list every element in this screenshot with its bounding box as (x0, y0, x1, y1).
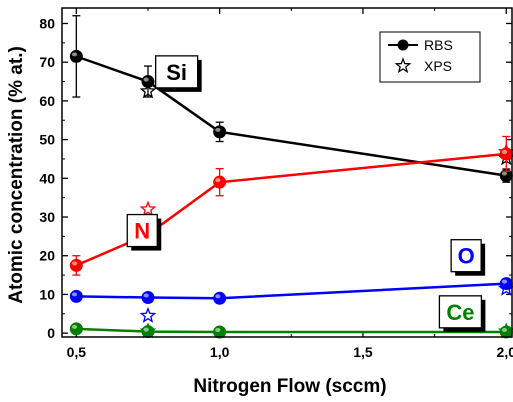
legend: RBS XPS (379, 31, 481, 83)
series-line-o (76, 282, 507, 300)
annotation-label: Si (166, 60, 187, 85)
rbs-point-o (69, 289, 83, 303)
rbs-point-ce (213, 325, 227, 339)
x-tick-label: 0,5 (67, 344, 87, 360)
x-axis-title: Nitrogen Flow (sccm) (193, 376, 386, 397)
legend-rbs-label: RBS (424, 37, 453, 53)
rbs-point-highlight (143, 327, 149, 332)
legend-rbs-marker (397, 39, 409, 51)
annotation-box (154, 55, 199, 89)
plot-frame (61, 7, 513, 338)
rbs-point-o (213, 291, 227, 305)
annotation-box (450, 239, 482, 273)
y-tick-label: 50 (39, 132, 55, 148)
xps-point-si (139, 82, 157, 99)
series-o (69, 277, 513, 323)
y-tick-labels: 0 10 20 30 40 50 60 70 80 (39, 15, 55, 341)
annotation-o: O (450, 239, 486, 276)
legend-box (379, 31, 481, 83)
xps-point-n (139, 200, 157, 217)
rbs-point-si (213, 125, 227, 139)
rbs-point-si (141, 75, 155, 89)
rbs-point-si (69, 49, 83, 63)
annotation-layer: Si N O Ce (126, 55, 486, 332)
series-line-ce (76, 327, 507, 334)
y-axis-title: Atomic concentration (% at.) (6, 46, 27, 304)
annotation-box (126, 213, 158, 248)
rbs-point-highlight (71, 261, 78, 266)
rbs-point-highlight (501, 279, 508, 284)
x-tick-labels: 0,5 1,0 1,5 2,0 (67, 344, 513, 360)
series-ce (69, 322, 513, 339)
legend-xps-marker (394, 57, 412, 74)
legend-xps-label: XPS (424, 58, 452, 74)
rbs-point-highlight (501, 149, 508, 154)
series-line-si (75, 55, 507, 177)
rbs-point-highlight (71, 52, 78, 57)
annotation-ce: Ce (438, 295, 486, 332)
y-tick-label: 0 (47, 325, 55, 341)
rbs-point-o (141, 291, 155, 305)
rbs-point-highlight (143, 77, 149, 82)
y-tick-label: 10 (39, 286, 55, 302)
annotation-label: N (134, 219, 150, 244)
rbs-point-highlight (501, 171, 508, 176)
series-layer (69, 15, 513, 339)
rbs-point-highlight (71, 292, 78, 297)
annotation-label: Ce (446, 300, 474, 325)
annotation-label: O (458, 244, 475, 269)
x-tick-label: 1,0 (210, 344, 230, 360)
rbs-point-o (499, 277, 513, 291)
rbs-point-highlight (215, 327, 221, 332)
rbs-point-highlight (215, 178, 221, 183)
rbs-point-highlight (215, 294, 221, 299)
x-tick-label: 1,5 (353, 344, 373, 360)
rbs-point-ce (499, 325, 513, 339)
rbs-point-highlight (143, 293, 149, 298)
annotation-n: N (126, 213, 162, 251)
series-si (69, 15, 513, 183)
x-tick-label: 2,0 (497, 344, 513, 360)
y-tick-label: 60 (39, 93, 55, 109)
rbs-point-n (499, 147, 513, 161)
rbs-point-n (69, 258, 83, 272)
y-tick-label: 80 (39, 15, 55, 31)
rbs-point-ce (69, 322, 83, 336)
y-tick-label: 40 (39, 170, 55, 186)
xps-point-o (139, 306, 157, 323)
series-line-n (75, 152, 507, 267)
y-tick-label: 30 (39, 209, 55, 225)
annotation-box (438, 295, 483, 329)
y-tick-label: 20 (39, 248, 55, 264)
rbs-point-highlight (71, 324, 78, 329)
rbs-point-highlight (215, 127, 221, 132)
series-n (69, 135, 513, 276)
rbs-point-n (213, 175, 227, 189)
y-tick-label: 70 (39, 54, 55, 70)
rbs-point-ce (141, 325, 155, 339)
rbs-point-highlight (501, 327, 508, 332)
annotation-si: Si (154, 55, 202, 92)
